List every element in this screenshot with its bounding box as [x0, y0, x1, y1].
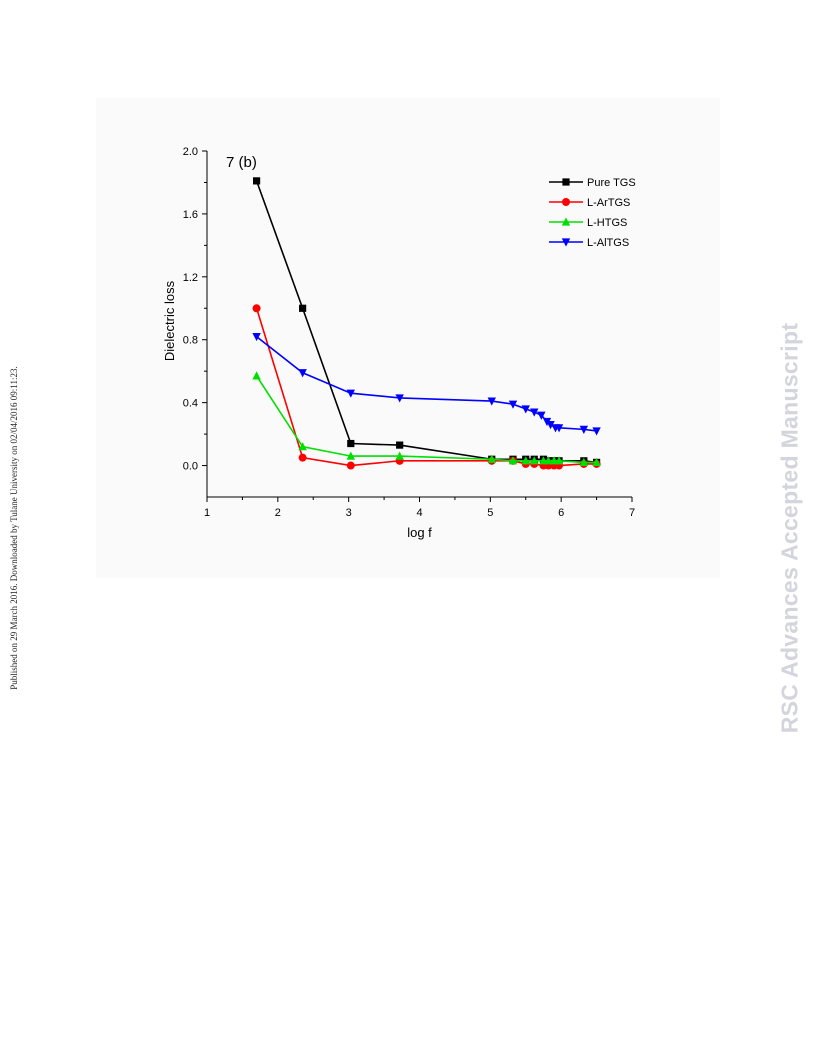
- data-point-l-altgs: [252, 332, 261, 342]
- data-point-l-htgs: [544, 456, 553, 465]
- data-point-l-altgs: [592, 427, 601, 436]
- legend-item-l-htgs: L-HTGS: [549, 217, 627, 229]
- x-tick-label: 1: [204, 507, 210, 519]
- legend-marker: [562, 198, 570, 206]
- data-point-l-altgs: [298, 369, 307, 378]
- y-tick-label: 0.8: [183, 335, 198, 347]
- data-point-l-htgs: [592, 457, 601, 466]
- y-tick-label: 1.6: [183, 209, 198, 221]
- legend: Pure TGS L-ArTGS L-HTGS L-AlTGS: [549, 177, 636, 249]
- data-point-l-htgs: [346, 451, 355, 460]
- series-layer: [252, 177, 601, 470]
- data-point-l-altgs: [530, 408, 539, 417]
- x-tick-label: 3: [346, 507, 352, 519]
- series-l-artgs: [252, 304, 601, 470]
- figure-annotation: 7 (b): [226, 154, 257, 171]
- data-point-l-htgs: [395, 451, 404, 460]
- data-point-l-htgs: [508, 456, 518, 465]
- series-line-l-artgs: [255, 308, 597, 467]
- data-point-l-altgs: [487, 397, 496, 406]
- legend-item-l-altgs: L-AlTGS: [549, 237, 629, 249]
- x-tick-label: 7: [629, 507, 635, 519]
- data-point-pure-tgs: [347, 439, 355, 448]
- legend-item-pure-tgs: Pure TGS: [549, 177, 636, 189]
- y-tick-label: 2.0: [183, 146, 198, 158]
- y-tick-label: 0.4: [183, 398, 198, 410]
- legend-label: L-HTGS: [587, 217, 627, 229]
- series-l-altgs: [252, 332, 601, 436]
- x-tick-label: 6: [558, 507, 564, 519]
- data-point-l-artgs: [298, 453, 307, 462]
- data-point-l-htgs: [530, 456, 539, 465]
- data-point-l-altgs: [508, 400, 518, 409]
- data-point-l-altgs: [346, 389, 355, 398]
- legend-label: Pure TGS: [587, 177, 636, 189]
- data-point-l-htgs: [554, 456, 564, 465]
- legend-label: L-ArTGS: [587, 197, 630, 209]
- data-point-l-htgs: [252, 371, 261, 380]
- y-tick-label: 1.2: [183, 272, 198, 284]
- y-axis-label: Dielectric loss: [162, 280, 177, 361]
- data-point-pure-tgs: [396, 441, 404, 449]
- legend-marker: [561, 238, 571, 247]
- data-point-l-htgs: [298, 442, 307, 451]
- y-tick-label: 0.0: [183, 461, 198, 473]
- axes: 1 2 3 4 5 6 7 0.0 0.4 0.8 1.2 1.6 2.0: [183, 146, 635, 519]
- legend-item-l-artgs: L-ArTGS: [549, 197, 630, 209]
- x-tick-label: 5: [487, 507, 493, 519]
- data-point-l-artgs: [252, 304, 261, 313]
- data-point-l-altgs: [537, 411, 546, 420]
- figure-background: [96, 98, 720, 578]
- x-tick-label: 4: [416, 507, 422, 519]
- data-point-l-altgs: [546, 421, 555, 430]
- legend-marker: [562, 178, 570, 186]
- data-point-l-altgs: [579, 425, 589, 434]
- data-point-l-htgs: [487, 454, 496, 463]
- legend-marker: [561, 217, 571, 226]
- series-line-l-altgs: [256, 335, 597, 432]
- data-point-pure-tgs: [252, 177, 261, 185]
- x-tick-label: 2: [275, 507, 281, 519]
- data-point-l-altgs: [554, 424, 564, 433]
- data-point-l-altgs: [521, 405, 530, 414]
- data-point-pure-tgs: [299, 304, 307, 312]
- series-l-htgs: [252, 371, 601, 466]
- data-point-l-altgs: [395, 394, 404, 403]
- data-point-l-artgs: [346, 461, 355, 470]
- legend-label: L-AlTGS: [587, 237, 629, 249]
- data-point-l-htgs: [579, 457, 589, 466]
- data-point-l-htgs: [521, 456, 530, 465]
- x-axis-label: log f: [407, 525, 432, 540]
